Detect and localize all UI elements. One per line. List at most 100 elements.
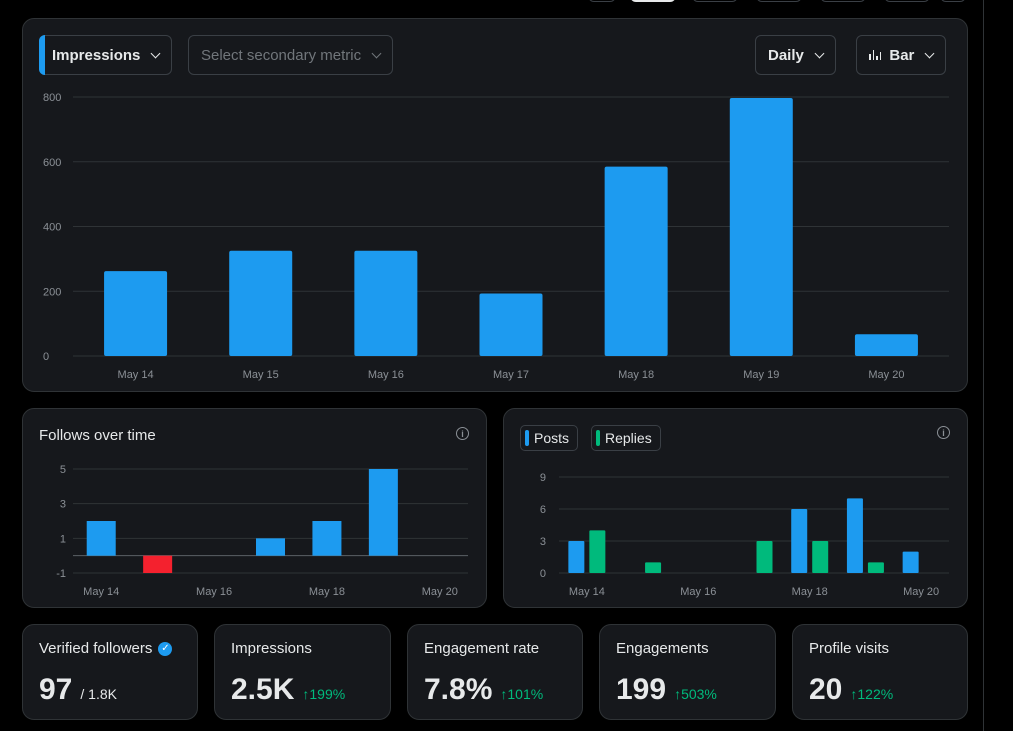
main-chart-card: Impressions Select secondary metric Dail… [22,18,968,392]
stat-value-row: 199 ↑503% [616,673,717,707]
arrow-up-icon: ↑ [500,686,508,702]
stat-value-row: 2.5K ↑199% [231,673,345,707]
bar-posts [791,509,808,573]
top-control-stub[interactable] [588,0,616,2]
top-control-stub[interactable] [630,0,676,2]
bar-replies [812,541,829,573]
arrow-up-icon: ↑ [850,686,858,702]
y-tick-label: 0 [540,568,546,580]
stat-label: Engagements [616,640,709,657]
interval-dropdown[interactable]: Daily [755,35,836,75]
x-tick-label: May 18 [618,369,654,381]
x-tick-label: May 19 [743,369,779,381]
x-tick-label: May 14 [569,586,605,598]
stat-card-engagement-rate[interactable]: Engagement rate 7.8% ↑101% [407,624,583,720]
info-icon[interactable]: i [937,426,950,439]
y-tick-label: 0 [43,351,49,363]
bar-follows [368,469,398,556]
legend-replies-label: Replies [605,430,652,446]
stat-value: 20 [809,673,843,706]
legend-posts-label: Posts [534,430,570,446]
posts-swatch [525,430,529,446]
stat-value: 2.5K [231,673,295,706]
metric-color-indicator [39,35,45,75]
stat-value-row: 97 / 1.8K [39,673,117,707]
stat-label: Impressions [231,640,312,657]
legend-replies[interactable]: Replies [591,425,661,451]
y-tick-label: 800 [43,92,61,104]
verified-badge-icon: ✓ [158,641,173,656]
x-tick-label: May 20 [422,586,458,598]
arrow-up-icon: ↑ [674,686,682,702]
bar-posts [568,541,585,573]
stat-change: ↑122% [850,686,893,702]
bar-follows [256,538,285,556]
bar-impressions [479,293,543,356]
bar-replies [645,562,662,573]
bar-unfollows [143,555,173,573]
bar-posts [846,498,863,573]
x-tick-label: May 16 [368,369,404,381]
y-tick-label: 1 [60,533,66,545]
top-control-stub[interactable] [756,0,802,2]
stat-subvalue: / 1.8K [80,686,117,702]
x-tick-label: May 20 [903,586,939,598]
replies-swatch [596,430,600,446]
info-icon[interactable]: i [456,427,469,440]
stat-change-value: 199% [309,686,346,702]
x-tick-label: May 14 [83,586,119,598]
x-tick-label: May 16 [680,586,716,598]
page-divider [983,0,984,731]
stat-change: ↑503% [674,686,717,702]
stat-card-profile-visits[interactable]: Profile visits 20 ↑122% [792,624,968,720]
secondary-metric-placeholder: Select secondary metric [201,46,362,64]
x-tick-label: May 16 [196,586,232,598]
stat-card-verified-followers[interactable]: Verified followers ✓ 97 / 1.8K [22,624,198,720]
stat-value: 7.8% [424,673,493,706]
y-tick-label: 9 [540,472,546,484]
stat-value: 97 [39,673,73,706]
arrow-up-icon: ↑ [302,686,310,702]
y-tick-label: 3 [60,499,66,511]
top-control-stub[interactable] [884,0,930,2]
bar-impressions [104,271,168,356]
top-control-stub[interactable] [820,0,866,2]
follows-title: Follows over time [39,427,156,444]
stat-value-row: 20 ↑122% [809,673,893,707]
stat-value-row: 7.8% ↑101% [424,673,543,707]
y-tick-label: 5 [60,464,66,476]
x-tick-label: May 15 [243,369,279,381]
y-tick-label: 200 [43,286,61,298]
bar-replies [867,562,884,573]
chart-type-dropdown[interactable]: Bar [856,35,947,75]
bar-follows [312,521,342,556]
legend-posts[interactable]: Posts [520,425,579,451]
stat-change-value: 122% [857,686,894,702]
bar-posts [902,551,919,573]
posts-replies-card: Posts Replies i 0 3 6 9 May 14 May 16 May 18 Ma… [503,408,968,608]
bar-impressions [729,97,793,356]
stat-card-impressions[interactable]: Impressions 2.5K ↑199% [214,624,391,720]
x-tick-label: May 18 [309,586,345,598]
y-tick-label: 400 [43,222,61,234]
top-control-stub[interactable] [692,0,738,2]
secondary-metric-dropdown[interactable]: Select secondary metric [188,35,394,75]
x-tick-label: May 14 [118,369,154,381]
stat-change: ↑101% [500,686,543,702]
primary-metric-label: Impressions [52,46,141,64]
stat-label: Verified followers ✓ [39,640,173,657]
x-tick-label: May 20 [868,369,904,381]
follows-bar-chart: -1 1 3 5 May 14 May 16 May 18 May 20 [56,464,468,598]
chart-type-label: Bar [889,46,915,64]
x-tick-label: May 18 [792,586,828,598]
y-tick-label: 6 [540,504,546,516]
stat-value: 199 [616,673,667,706]
y-tick-label: 600 [43,157,61,169]
top-control-stub[interactable] [940,0,966,2]
stat-card-engagements[interactable]: Engagements 199 ↑503% [599,624,776,720]
y-tick-label: 3 [540,536,546,548]
bar-impressions [604,166,668,356]
primary-metric-dropdown[interactable]: Impressions [39,35,173,75]
stat-label-text: Verified followers [39,640,153,657]
interval-label: Daily [768,46,804,64]
